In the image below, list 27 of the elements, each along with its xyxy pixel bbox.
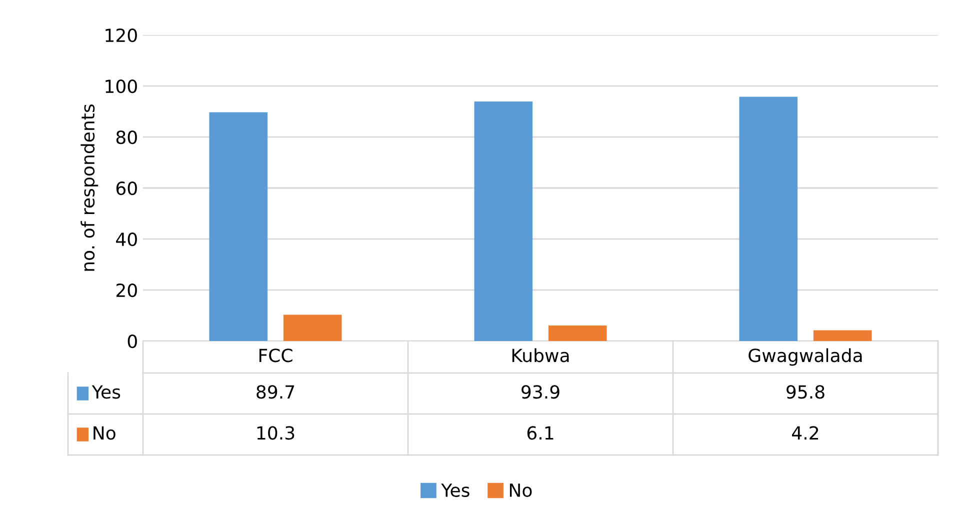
y-tick-label: 100 <box>106 79 137 94</box>
data-label: 93.9 <box>522 385 560 399</box>
data-label: 89.7 <box>256 385 294 399</box>
bar <box>283 314 342 341</box>
x-tick-label: Gwagwalada <box>748 348 862 366</box>
y-tick-label: 40 <box>116 232 137 246</box>
x-tick-label: FCC <box>259 348 292 362</box>
y-tick-label: 20 <box>116 283 137 298</box>
y-tick-label: 120 <box>106 28 137 42</box>
y-tick-label: 80 <box>116 130 137 144</box>
bar <box>548 325 607 341</box>
text: No <box>94 426 116 440</box>
legend-label: Yes <box>92 385 120 399</box>
x-tick-label: Kubwa <box>512 348 569 362</box>
data-label: 6.1 <box>527 426 554 440</box>
y-tick-label: 0 <box>128 334 137 348</box>
bar <box>474 102 533 341</box>
text: Yes <box>441 484 470 498</box>
bar <box>209 112 268 341</box>
bar <box>739 96 798 341</box>
y-axis-title: no. of respondents <box>80 104 98 271</box>
legend-label: No <box>510 484 532 498</box>
data-label: 10.3 <box>257 426 294 440</box>
bar <box>813 330 872 341</box>
y-tick-label: 60 <box>116 181 137 196</box>
data-label: 95.8 <box>786 385 824 399</box>
data-label: 4.2 <box>792 426 818 440</box>
